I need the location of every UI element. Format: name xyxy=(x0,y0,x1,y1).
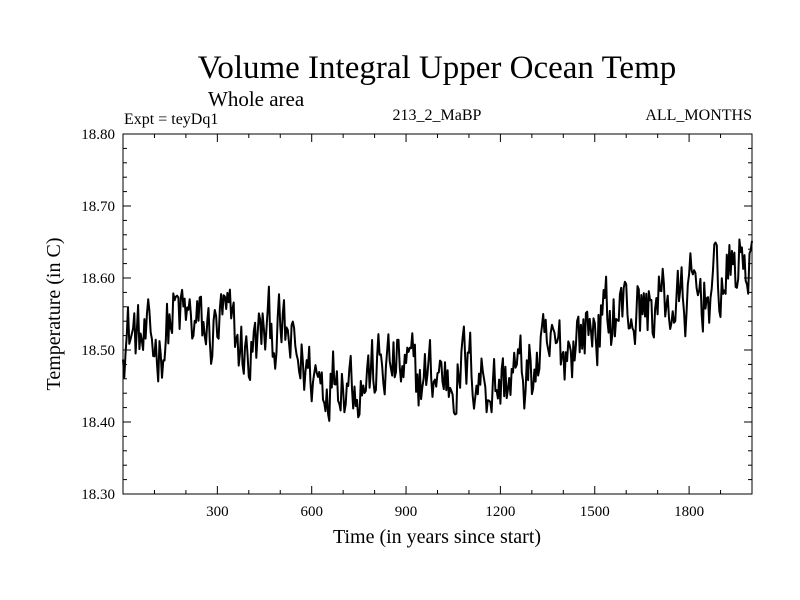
y-axis-label: Temperature (in C) xyxy=(43,238,65,391)
y-tick-label: 18.40 xyxy=(81,415,115,431)
y-tick-label: 18.70 xyxy=(81,199,115,215)
x-tick-label: 300 xyxy=(206,504,229,520)
series-line xyxy=(122,238,753,422)
x-tick-label: 600 xyxy=(300,504,323,520)
plot-frame xyxy=(122,133,753,495)
x-tick-label: 1200 xyxy=(485,504,515,520)
y-tick-label: 18.60 xyxy=(81,271,115,287)
run-label: 213_2_MaBP xyxy=(393,107,482,124)
y-tick-label: 18.50 xyxy=(81,343,115,359)
x-tick-label: 1500 xyxy=(580,504,610,520)
chart-title: Volume Integral Upper Ocean Temp xyxy=(198,50,676,86)
months-label: ALL_MONTHS xyxy=(645,107,752,124)
y-tick-label: 18.30 xyxy=(81,487,115,503)
y-tick-label: 18.80 xyxy=(81,127,115,143)
x-tick-label: 900 xyxy=(395,504,418,520)
expt-label: Expt = teyDq1 xyxy=(124,111,218,128)
chart-subtitle: Whole area xyxy=(208,87,305,111)
x-axis-label: Time (in years since start) xyxy=(333,526,541,548)
x-axis-ticks: 300 600 900 1200 1500 1800 xyxy=(153,134,722,520)
x-tick-label: 1800 xyxy=(674,504,704,520)
